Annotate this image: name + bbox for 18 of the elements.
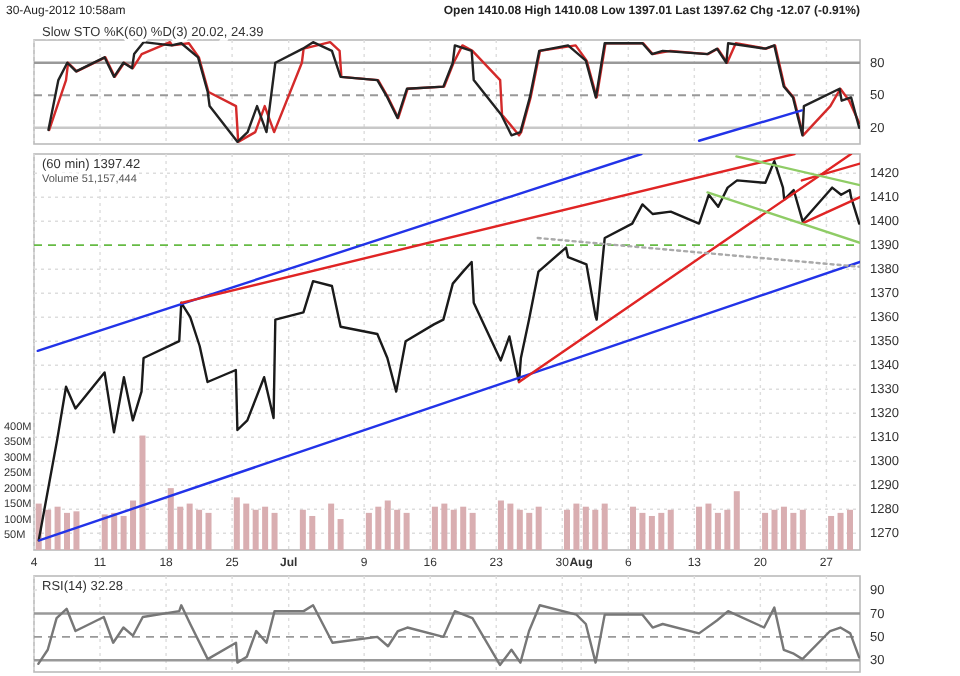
bar bbox=[846, 509, 853, 550]
bar bbox=[667, 509, 674, 550]
bar bbox=[271, 512, 278, 550]
bar bbox=[762, 512, 769, 550]
bar bbox=[403, 512, 410, 550]
bar bbox=[328, 503, 335, 550]
bar bbox=[337, 519, 344, 550]
bar bbox=[696, 506, 703, 550]
bar bbox=[630, 506, 637, 550]
bar bbox=[799, 509, 806, 550]
line-series bbox=[37, 160, 860, 542]
bar bbox=[828, 515, 835, 550]
bar bbox=[601, 503, 608, 550]
bar bbox=[205, 512, 212, 550]
bar bbox=[535, 506, 542, 550]
bar bbox=[469, 512, 476, 550]
line-series bbox=[37, 604, 860, 667]
bar bbox=[733, 491, 740, 550]
